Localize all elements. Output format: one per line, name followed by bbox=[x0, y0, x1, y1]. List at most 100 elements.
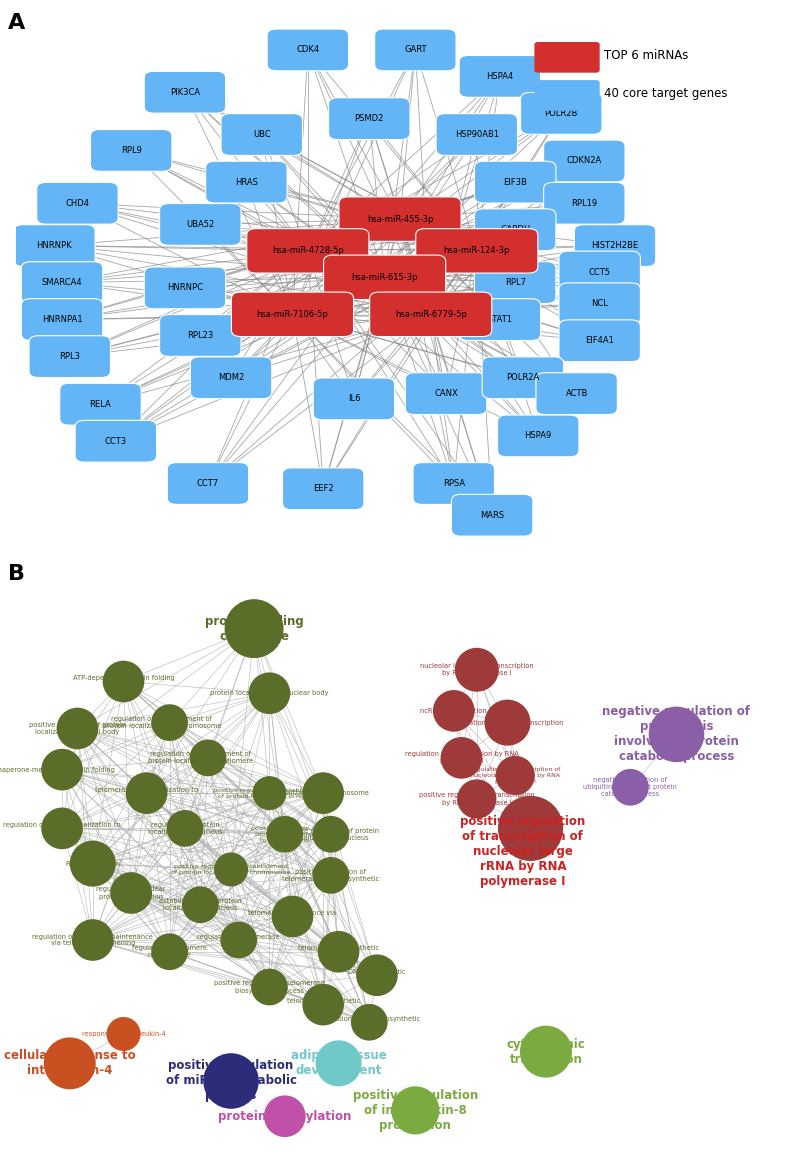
FancyBboxPatch shape bbox=[144, 72, 226, 113]
Text: protein sumoylation: protein sumoylation bbox=[218, 1109, 351, 1123]
Text: A: A bbox=[8, 13, 26, 33]
Text: RELA: RELA bbox=[90, 400, 111, 409]
Text: regulation of establishment of
protein localization to chromosome: regulation of establishment of protein l… bbox=[102, 716, 221, 730]
Point bbox=[117, 1025, 130, 1043]
Text: CDK4: CDK4 bbox=[296, 46, 319, 54]
Text: cellular response to
interleukin-4: cellular response to interleukin-4 bbox=[4, 1049, 135, 1077]
FancyBboxPatch shape bbox=[267, 29, 349, 70]
Text: 40 core target genes: 40 core target genes bbox=[603, 87, 727, 100]
Text: hsa-miR-455-3p: hsa-miR-455-3p bbox=[367, 215, 433, 223]
Text: HSPA4: HSPA4 bbox=[486, 72, 514, 81]
Text: regulation of nuclear
protein localization: regulation of nuclear protein localizati… bbox=[96, 886, 166, 900]
Point bbox=[524, 819, 537, 838]
Point bbox=[286, 907, 299, 926]
Text: positive regulation of
protein localization
to chromosome: positive regulation of protein localizat… bbox=[251, 826, 318, 842]
Point bbox=[86, 931, 99, 949]
Text: positive regulation
of miRNA metabolic
process: positive regulation of miRNA metabolic p… bbox=[166, 1060, 297, 1102]
Point bbox=[263, 784, 276, 803]
Text: RPSA: RPSA bbox=[442, 479, 465, 488]
Text: positive regulation of establishment
of protein localization in nucleus: positive regulation of establishment of … bbox=[213, 787, 326, 799]
Text: HNRNPA1: HNRNPA1 bbox=[42, 315, 82, 324]
Text: CCT5: CCT5 bbox=[589, 268, 610, 276]
FancyBboxPatch shape bbox=[314, 378, 394, 419]
Text: UBC: UBC bbox=[253, 130, 270, 139]
Text: hsa-miR-124-3p: hsa-miR-124-3p bbox=[444, 247, 510, 255]
Point bbox=[56, 819, 69, 838]
Text: CCT7: CCT7 bbox=[197, 479, 219, 488]
FancyBboxPatch shape bbox=[559, 320, 640, 362]
Point bbox=[202, 748, 214, 767]
FancyBboxPatch shape bbox=[559, 283, 640, 324]
Text: PIK3CA: PIK3CA bbox=[170, 88, 200, 96]
Point bbox=[263, 978, 276, 996]
Text: regulation of transcription of
nucleolar large rRNA by RNA
polymerase I: regulation of transcription of nucleolar… bbox=[470, 767, 560, 784]
FancyBboxPatch shape bbox=[536, 372, 618, 415]
Text: telomerase biosynthetic
process: telomerase biosynthetic process bbox=[298, 945, 379, 959]
Text: HSPA9: HSPA9 bbox=[525, 431, 552, 441]
FancyBboxPatch shape bbox=[559, 251, 640, 293]
Text: RNA localization: RNA localization bbox=[66, 860, 120, 867]
FancyBboxPatch shape bbox=[544, 140, 625, 182]
Text: regulation of establishment of
protein localization to telomere: regulation of establishment of protein l… bbox=[148, 751, 253, 765]
Point bbox=[71, 719, 84, 738]
FancyBboxPatch shape bbox=[474, 161, 556, 203]
FancyBboxPatch shape bbox=[374, 29, 456, 70]
FancyBboxPatch shape bbox=[474, 262, 556, 303]
Point bbox=[447, 701, 460, 720]
Text: CHD4: CHD4 bbox=[66, 199, 90, 208]
Point bbox=[370, 966, 383, 985]
Point bbox=[140, 784, 153, 803]
FancyBboxPatch shape bbox=[329, 98, 410, 140]
Point bbox=[325, 825, 338, 844]
Point bbox=[332, 942, 345, 961]
Text: TOP 6 miRNAs: TOP 6 miRNAs bbox=[603, 48, 688, 62]
FancyBboxPatch shape bbox=[75, 421, 157, 462]
Point bbox=[624, 778, 637, 797]
FancyBboxPatch shape bbox=[167, 463, 249, 504]
Point bbox=[363, 1013, 376, 1032]
FancyBboxPatch shape bbox=[534, 80, 600, 110]
Text: regulation of ncRNA transcription: regulation of ncRNA transcription bbox=[452, 719, 563, 726]
Text: response to interleukin-4: response to interleukin-4 bbox=[82, 1030, 166, 1038]
Text: positive regulation of protein
localization to nucleus: positive regulation of protein localizat… bbox=[282, 827, 379, 841]
Text: chaperone-mediated protein folding: chaperone-mediated protein folding bbox=[0, 766, 115, 773]
Text: hsa-miR-7106-5p: hsa-miR-7106-5p bbox=[257, 310, 328, 318]
Text: GART: GART bbox=[404, 46, 426, 54]
Text: ACTB: ACTB bbox=[566, 389, 588, 398]
FancyBboxPatch shape bbox=[339, 197, 461, 241]
Point bbox=[225, 1072, 238, 1090]
Text: MDM2: MDM2 bbox=[218, 374, 244, 382]
Text: localization in chromosome: localization in chromosome bbox=[278, 790, 369, 797]
Text: telomere maintenance via
telomerase: telomere maintenance via telomerase bbox=[249, 909, 337, 924]
FancyBboxPatch shape bbox=[231, 293, 354, 336]
Text: protein folding
chaperone: protein folding chaperone bbox=[205, 615, 303, 643]
FancyBboxPatch shape bbox=[144, 267, 226, 309]
Text: regulation of DNA biosynthetic
process: regulation of DNA biosynthetic process bbox=[318, 1015, 421, 1029]
Text: positive regulation
of transcription of
nucleolar large
rRNA by RNA
polymerase I: positive regulation of transcription of … bbox=[460, 815, 586, 888]
FancyBboxPatch shape bbox=[521, 93, 602, 134]
Text: negative regulation of
proteolysis
involved in protein
catabolic process: negative regulation of proteolysis invol… bbox=[602, 705, 750, 764]
FancyBboxPatch shape bbox=[221, 114, 302, 155]
Text: NCL: NCL bbox=[591, 300, 608, 308]
FancyBboxPatch shape bbox=[22, 262, 102, 303]
FancyBboxPatch shape bbox=[323, 255, 446, 300]
Text: positive regulation of establishment
of protein localization to chromosome: positive regulation of establishment of … bbox=[171, 864, 291, 875]
Text: RPL3: RPL3 bbox=[59, 352, 80, 361]
Point bbox=[248, 619, 261, 638]
FancyBboxPatch shape bbox=[190, 357, 272, 398]
Text: telomerase RNA localization to
Cajal body: telomerase RNA localization to Cajal bod… bbox=[95, 786, 198, 800]
Text: adipose tissue
development: adipose tissue development bbox=[290, 1049, 386, 1077]
Point bbox=[163, 713, 176, 732]
Text: POLR2B: POLR2B bbox=[545, 109, 578, 118]
Text: CCT3: CCT3 bbox=[105, 437, 127, 445]
Text: HRAS: HRAS bbox=[235, 177, 258, 187]
Text: SMARCA4: SMARCA4 bbox=[42, 278, 82, 287]
Text: protein localization to nuclear body: protein localization to nuclear body bbox=[210, 690, 329, 697]
Text: ATP-dependent protein folding
chaperone: ATP-dependent protein folding chaperone bbox=[73, 674, 174, 689]
Text: STAT1: STAT1 bbox=[487, 315, 512, 324]
Point bbox=[470, 660, 483, 679]
Text: EEF2: EEF2 bbox=[313, 484, 334, 494]
Point bbox=[539, 1042, 552, 1061]
Text: RPL7: RPL7 bbox=[505, 278, 526, 287]
Text: regulation of transcription by RNA
polymerase I: regulation of transcription by RNA polym… bbox=[405, 751, 518, 765]
